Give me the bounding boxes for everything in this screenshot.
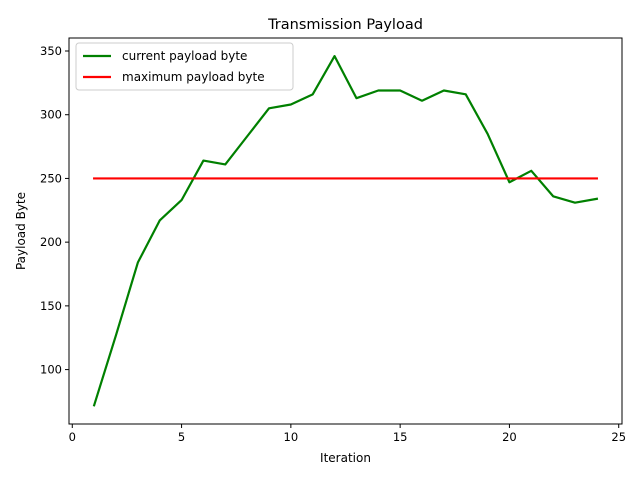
plot-lines [92, 54, 599, 407]
x-tick-label: 25 [611, 430, 626, 444]
y-tick-label: 350 [40, 44, 62, 58]
legend-label-current-payload: current payload byte [122, 49, 247, 63]
y-tick-label: 150 [40, 299, 62, 313]
y-tick-label: 300 [40, 108, 62, 122]
x-tick-label: 15 [393, 430, 408, 444]
y-tick-label: 100 [40, 363, 62, 377]
x-axis-label: Iteration [320, 451, 371, 465]
plot-frame [68, 37, 623, 425]
x-axis-ticks: 0 5 10 15 20 25 [69, 424, 626, 444]
legend-box [75, 42, 294, 91]
series-line-current-payload [92, 54, 599, 407]
x-tick-label: 0 [69, 430, 76, 444]
x-tick-label: 10 [284, 430, 299, 444]
x-tick-label: 5 [178, 430, 185, 444]
y-axis-label: Payload Byte [14, 192, 28, 270]
legend-label-maximum-payload: maximum payload byte [122, 70, 265, 84]
legend: current payload byte maximum payload byt… [75, 42, 294, 91]
x-tick-label: 20 [502, 430, 517, 444]
chart-title: Transmission Payload [267, 17, 423, 33]
y-tick-label: 200 [40, 235, 62, 249]
y-tick-label: 250 [40, 171, 62, 185]
y-axis-ticks: 100 150 200 250 300 350 [40, 44, 69, 377]
